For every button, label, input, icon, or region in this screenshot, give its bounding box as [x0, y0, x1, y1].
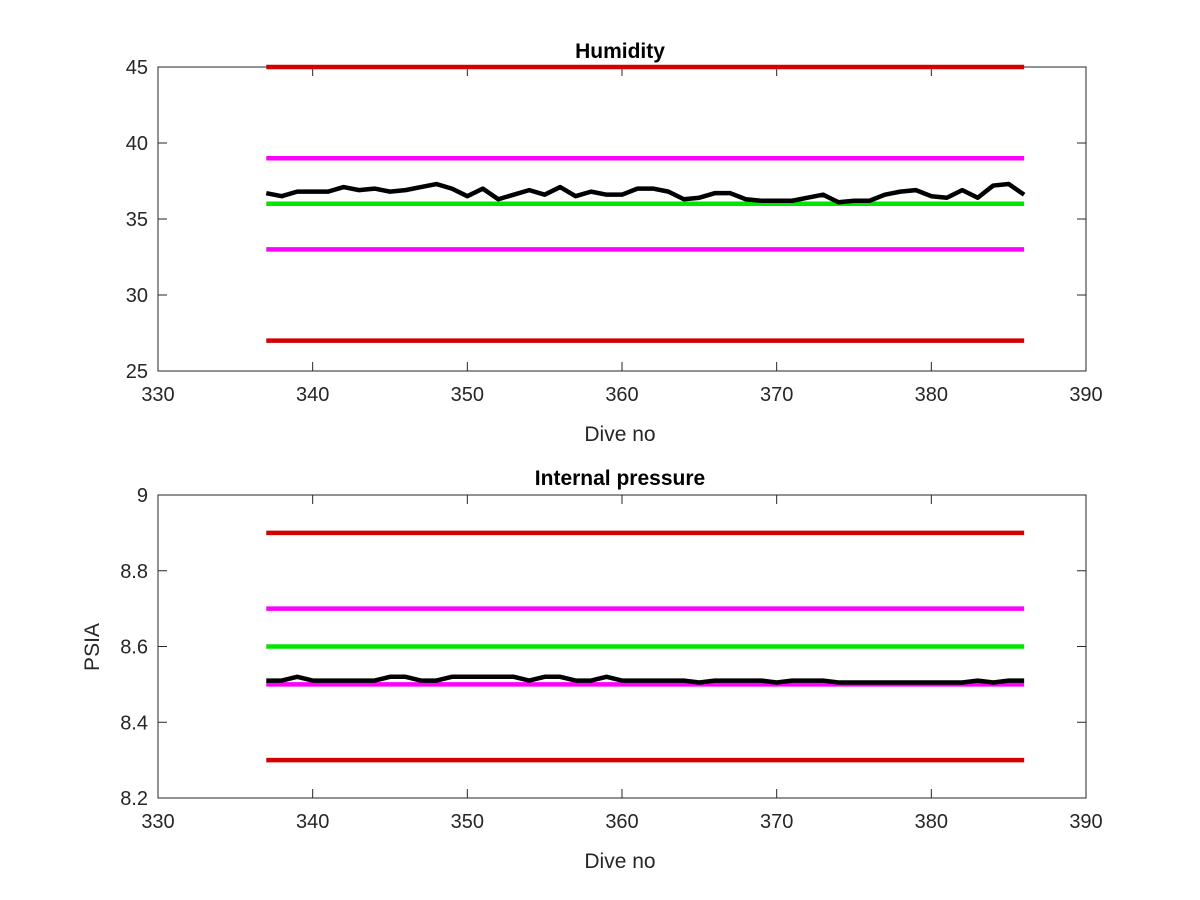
x-tick-label: 350 [451, 384, 484, 406]
plot-area [157, 66, 1087, 372]
x-tick-label: 340 [296, 384, 329, 406]
y-tick-label: 9 [137, 485, 148, 507]
x-tick-label: 360 [605, 384, 638, 406]
x-tick-label: 380 [915, 384, 948, 406]
y-tick-label: 35 [126, 209, 148, 231]
y-tick-label: 30 [126, 285, 148, 307]
x-tick-label: 390 [1069, 384, 1102, 406]
y-tick-label: 8.6 [120, 637, 148, 659]
x-tick-label: 330 [141, 811, 174, 833]
internal-pressure-chart: Internal pressure Dive no PSIA 330 340 350… [81, 467, 1103, 873]
y-axis-label: PSIA [81, 623, 104, 671]
x-tick-label: 360 [605, 811, 638, 833]
y-tick-label: 8.2 [120, 788, 148, 810]
y-tick-label: 8.8 [120, 561, 148, 583]
x-tick-label: 350 [451, 811, 484, 833]
data-series-line [265, 181, 1026, 205]
chart-title: Humidity [575, 40, 665, 63]
x-axis-label: Dive no [584, 423, 655, 446]
y-tick-label: 25 [126, 361, 148, 383]
chart-title: Internal pressure [535, 467, 705, 490]
x-tick-label: 370 [760, 811, 793, 833]
y-tick-label: 8.4 [120, 712, 148, 734]
x-tick-label: 330 [141, 384, 174, 406]
x-tick-label: 390 [1069, 811, 1102, 833]
humidity-chart: Humidity Dive no 330 340 350 360 370 380 390 25… [126, 40, 1103, 446]
data-series-line [266, 674, 1025, 685]
y-tick-label: 45 [126, 57, 148, 79]
x-tick-label: 380 [915, 811, 948, 833]
y-tick-label: 40 [126, 133, 148, 155]
x-axis-label: Dive no [584, 850, 655, 873]
x-tick-label: 340 [296, 811, 329, 833]
x-tick-label: 370 [760, 384, 793, 406]
